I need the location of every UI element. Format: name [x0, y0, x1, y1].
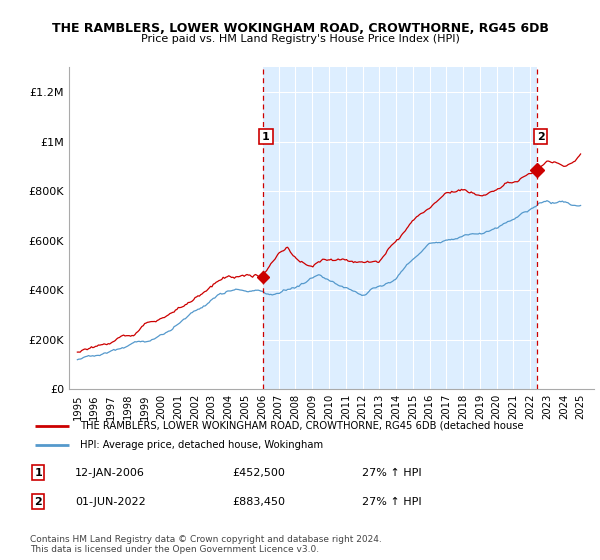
Text: Contains HM Land Registry data © Crown copyright and database right 2024.
This d: Contains HM Land Registry data © Crown c…: [30, 535, 382, 554]
Bar: [263, 67, 538, 389]
Text: 27% ↑ HPI: 27% ↑ HPI: [362, 497, 422, 507]
Text: 12-JAN-2006: 12-JAN-2006: [75, 468, 145, 478]
Text: 27% ↑ HPI: 27% ↑ HPI: [362, 468, 422, 478]
Text: £452,500: £452,500: [233, 468, 286, 478]
Text: 1: 1: [34, 468, 42, 478]
Text: 01-JUN-2022: 01-JUN-2022: [75, 497, 146, 507]
Text: HPI: Average price, detached house, Wokingham: HPI: Average price, detached house, Woki…: [80, 440, 323, 450]
Text: THE RAMBLERS, LOWER WOKINGHAM ROAD, CROWTHORNE, RG45 6DB: THE RAMBLERS, LOWER WOKINGHAM ROAD, CROW…: [52, 22, 548, 35]
Text: 2: 2: [34, 497, 42, 507]
Text: 1: 1: [262, 132, 270, 142]
Text: £883,450: £883,450: [233, 497, 286, 507]
Text: 2: 2: [537, 132, 545, 142]
Text: THE RAMBLERS, LOWER WOKINGHAM ROAD, CROWTHORNE, RG45 6DB (detached house: THE RAMBLERS, LOWER WOKINGHAM ROAD, CROW…: [80, 421, 524, 431]
Text: Price paid vs. HM Land Registry's House Price Index (HPI): Price paid vs. HM Land Registry's House …: [140, 34, 460, 44]
